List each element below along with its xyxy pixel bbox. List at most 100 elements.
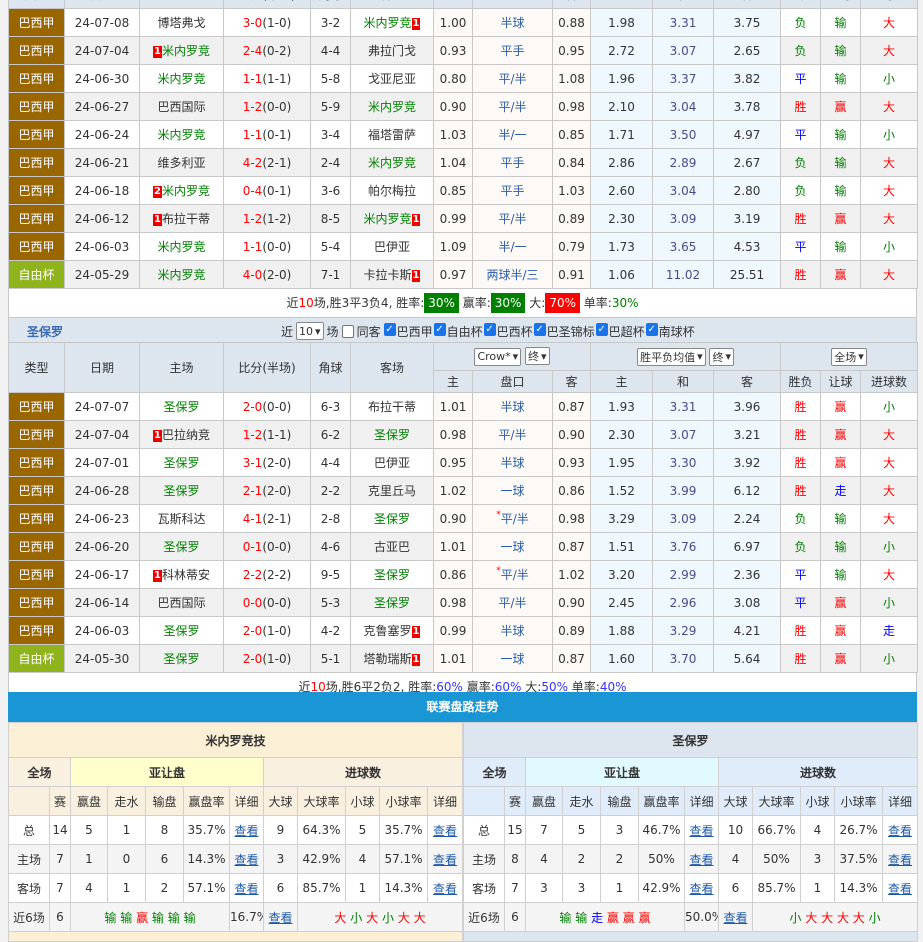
score-cell[interactable]: 2-0(1-0) [223, 644, 311, 673]
score-cell[interactable]: 2-1(2-0) [223, 476, 311, 505]
home-team-name[interactable]: 圣保罗 [163, 484, 200, 498]
home-team-name[interactable]: 维多利亚 [157, 156, 206, 170]
euro-odds-select[interactable]: 胜平负均值 ▾ [637, 347, 706, 366]
score-cell[interactable]: 3-1(2-0) [223, 448, 311, 477]
away-team-name[interactable]: 戈亚尼亚 [367, 72, 416, 86]
league-badge[interactable]: 巴西甲 [8, 392, 65, 421]
away-team-name[interactable]: 米内罗竞 [363, 16, 412, 30]
view-link[interactable]: 查看 [881, 873, 919, 903]
score-cell[interactable]: 0-0(0-0) [223, 588, 311, 617]
score-cell[interactable]: 3-0(1-0) [223, 8, 311, 37]
score-cell[interactable]: 1-1(0-0) [223, 232, 311, 261]
home-team-name[interactable]: 米内罗竞 [157, 128, 206, 142]
league-checkbox[interactable]: ✓ [383, 322, 396, 336]
league-badge[interactable]: 巴西甲 [8, 64, 65, 93]
home-team-name[interactable]: 圣保罗 [163, 652, 200, 666]
view-link[interactable]: 查看 [426, 873, 464, 903]
score-cell[interactable]: 2-2(2-2) [223, 560, 311, 589]
home-team-name[interactable]: 圣保罗 [163, 624, 200, 638]
away-team-name[interactable]: 米内罗竞 [363, 212, 412, 226]
home-team-name[interactable]: 圣保罗 [163, 540, 200, 554]
score-cell[interactable]: 0-1(0-0) [223, 532, 311, 561]
view-link[interactable]: 查看 [718, 902, 753, 932]
score-cell[interactable]: 4-0(2-0) [223, 260, 311, 289]
ah-phase-select[interactable]: 终 ▾ [525, 347, 550, 366]
away-team-name[interactable]: 帕尔梅拉 [367, 184, 416, 198]
score-cell[interactable]: 4-2(2-1) [223, 148, 311, 177]
score-cell[interactable]: 4-1(2-1) [223, 504, 311, 533]
league-badge[interactable]: 巴西甲 [8, 476, 65, 505]
league-badge[interactable]: 巴西甲 [8, 588, 65, 617]
league-badge[interactable]: 巴西甲 [8, 92, 65, 121]
score-cell[interactable]: 2-0(0-0) [223, 392, 311, 421]
home-team-name[interactable]: 圣保罗 [163, 456, 200, 470]
away-team-name[interactable]: 卡拉卡斯 [363, 268, 412, 282]
view-link[interactable]: 查看 [881, 815, 919, 845]
league-badge[interactable]: 巴西甲 [8, 204, 65, 233]
view-link[interactable]: 查看 [229, 844, 264, 874]
score-cell[interactable]: 1-2(1-1) [223, 420, 311, 449]
home-team-name[interactable]: 米内罗竞 [157, 72, 206, 86]
away-team-name[interactable]: 巴伊亚 [373, 240, 410, 254]
away-team-name[interactable]: 古亚巴 [373, 540, 410, 554]
league-checkbox[interactable]: ✓ [483, 322, 496, 336]
home-team-name[interactable]: 布拉干蒂 [161, 212, 210, 226]
home-team-name[interactable]: 米内罗竞 [161, 44, 210, 58]
away-team-name[interactable]: 福塔雷萨 [367, 128, 416, 142]
league-badge[interactable]: 巴西甲 [8, 420, 65, 449]
league-badge[interactable]: 巴西甲 [8, 232, 65, 261]
score-cell[interactable]: 1-2(1-2) [223, 204, 311, 233]
view-link[interactable]: 查看 [426, 815, 464, 845]
euro-phase-select[interactable]: 终 ▾ [709, 347, 734, 366]
view-link[interactable]: 查看 [684, 844, 719, 874]
away-team-name[interactable]: 弗拉门戈 [367, 44, 416, 58]
home-team-name[interactable]: 巴拉纳竞 [161, 428, 210, 442]
away-team-name[interactable]: 圣保罗 [373, 428, 410, 442]
away-team-name[interactable]: 圣保罗 [373, 512, 410, 526]
view-link[interactable]: 查看 [263, 902, 298, 932]
league-badge[interactable]: 巴西甲 [8, 8, 65, 37]
score-cell[interactable]: 1-1(1-1) [223, 64, 311, 93]
view-link[interactable]: 查看 [881, 844, 919, 874]
away-team-name[interactable]: 布拉干蒂 [367, 400, 416, 414]
home-team-name[interactable]: 米内罗竞 [157, 240, 206, 254]
away-team-name[interactable]: 克里丘马 [367, 484, 416, 498]
league-badge[interactable]: 巴西甲 [8, 448, 65, 477]
score-cell[interactable]: 0-4(0-1) [223, 176, 311, 205]
away-team-name[interactable]: 米内罗竞 [367, 156, 416, 170]
league-badge[interactable]: 巴西甲 [8, 560, 65, 589]
away-team-name[interactable]: 塔勒瑞斯 [363, 652, 412, 666]
league-badge[interactable]: 自由杯 [8, 644, 65, 673]
score-cell[interactable]: 1-1(0-1) [223, 120, 311, 149]
league-badge[interactable]: 巴西甲 [8, 36, 65, 65]
league-badge[interactable]: 巴西甲 [8, 120, 65, 149]
league-badge[interactable]: 巴西甲 [8, 176, 65, 205]
league-checkbox[interactable]: ✓ [433, 322, 446, 336]
view-link[interactable]: 查看 [684, 815, 719, 845]
home-team-name[interactable]: 瓦斯科达 [157, 512, 206, 526]
home-team-name[interactable]: 博塔弗戈 [157, 16, 206, 30]
away-team-name[interactable]: 巴伊亚 [373, 456, 410, 470]
home-team-name[interactable]: 巴西国际 [157, 100, 206, 114]
away-team-name[interactable]: 克鲁塞罗 [363, 624, 412, 638]
score-cell[interactable]: 2-4(0-2) [223, 36, 311, 65]
score-cell[interactable]: 2-0(1-0) [223, 616, 311, 645]
home-team-name[interactable]: 巴西国际 [157, 596, 206, 610]
home-team-name[interactable]: 米内罗竞 [157, 268, 206, 282]
home-team-name[interactable]: 米内罗竞 [161, 184, 210, 198]
view-link[interactable]: 查看 [684, 873, 719, 903]
league-badge[interactable]: 巴西甲 [8, 504, 65, 533]
league-badge[interactable]: 巴西甲 [8, 148, 65, 177]
same-venue-checkbox[interactable] [341, 324, 354, 338]
league-checkbox[interactable]: ✓ [595, 322, 608, 336]
company-select[interactable]: Crow* ▾ [474, 347, 522, 366]
view-link[interactable]: 查看 [229, 873, 264, 903]
away-team-name[interactable]: 圣保罗 [373, 568, 410, 582]
away-team-name[interactable]: 米内罗竞 [367, 100, 416, 114]
period-select[interactable]: 全场 ▾ [831, 347, 867, 366]
view-link[interactable]: 查看 [426, 844, 464, 874]
league-checkbox[interactable]: ✓ [645, 322, 658, 336]
match-count-select[interactable]: 10 ▾ [296, 322, 324, 340]
home-team-name[interactable]: 科林蒂安 [161, 568, 210, 582]
view-link[interactable]: 查看 [229, 815, 264, 845]
